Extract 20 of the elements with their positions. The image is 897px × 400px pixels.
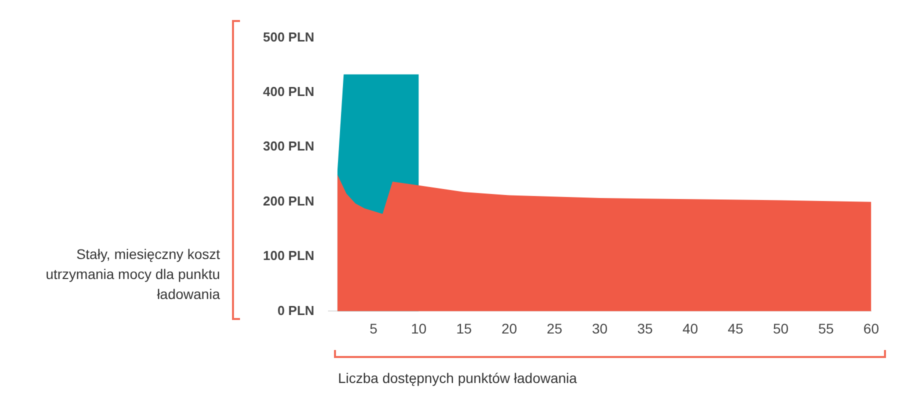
x-tick-label: 55 <box>818 320 834 336</box>
x-tick-label: 35 <box>637 320 653 336</box>
x-tick-label: 40 <box>682 320 698 336</box>
y-tick-label: 100 PLN <box>262 248 314 264</box>
y-tick-label: 200 PLN <box>262 193 314 208</box>
x-tick-label: 25 <box>546 320 563 336</box>
x-tick-label: 50 <box>772 320 789 336</box>
y-tick-label: 500 PLN <box>262 29 314 44</box>
x-tick-label: 15 <box>456 320 472 336</box>
y-tick-label: 300 PLN <box>262 138 314 154</box>
y-tick-label: 0 PLN <box>277 302 314 318</box>
x-axis-title: Liczba dostępnych punktów ładowania <box>338 370 577 386</box>
x-tick-label: 10 <box>411 320 427 336</box>
y-axis-title: Stały, miesięczny koszt utrzymania mocy dla punktu ładowania <box>44 245 220 304</box>
x-tick-label: 5 <box>370 320 378 336</box>
y-tick-label: 400 PLN <box>262 84 314 100</box>
x-tick-label: 30 <box>592 320 608 336</box>
x-tick-label: 60 <box>863 320 880 336</box>
x-tick-label: 45 <box>728 320 744 336</box>
x-tick-label: 20 <box>501 320 518 336</box>
